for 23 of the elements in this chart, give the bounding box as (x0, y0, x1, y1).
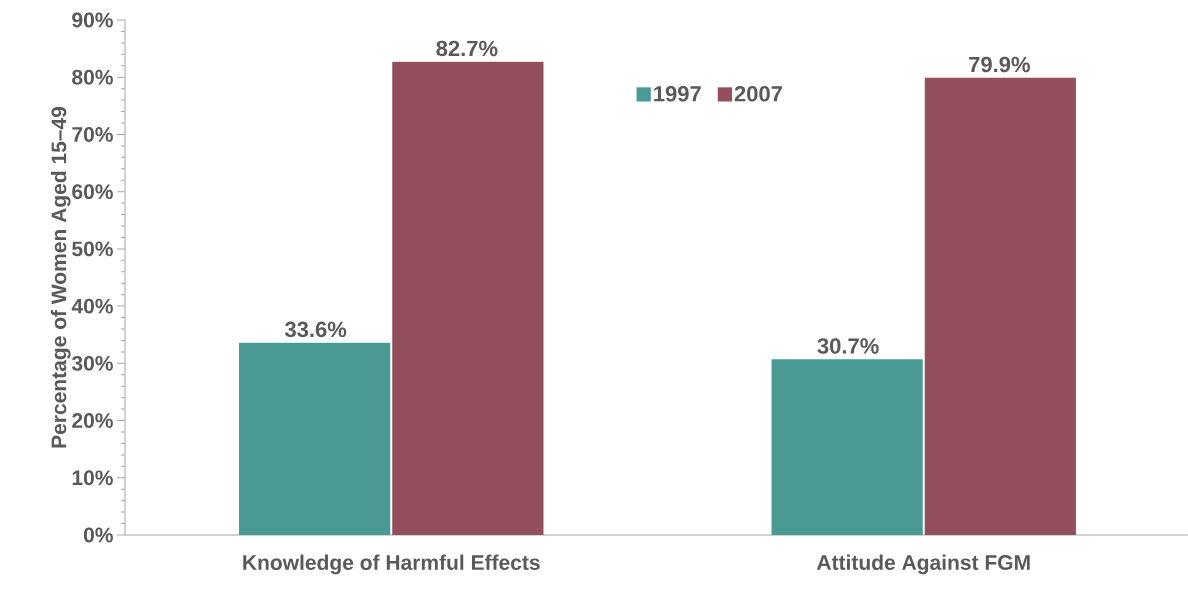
y-tick-label: 40% (71, 298, 113, 314)
x-tick-label: Knowledge of Harmful Effects (243, 554, 540, 575)
y-tick-label: 60% (72, 184, 113, 200)
y-tick-label: 30% (71, 355, 113, 371)
y-tick-label: 70% (72, 127, 113, 142)
y-tick-label: 10% (72, 470, 113, 486)
legend-label: 2007 (734, 85, 782, 102)
legend-label: 1997 (654, 85, 701, 102)
y-axis-title: Percentage of Women Aged 15–49 (50, 106, 71, 448)
data-label: 79.9% (969, 56, 1030, 73)
x-tick-label: Attitude Against FGM (816, 554, 1030, 575)
y-tick-label: 80% (72, 69, 113, 85)
data-label: 33.6% (284, 321, 347, 338)
bar (239, 342, 391, 535)
data-label: 30.7% (817, 338, 879, 354)
bar (392, 61, 544, 535)
y-tick-label: 0% (83, 527, 113, 543)
y-tick-label: 90% (72, 12, 113, 28)
bar (771, 359, 923, 535)
bar (924, 77, 1076, 535)
data-label: 82.7% (436, 40, 498, 57)
y-tick-label: 20% (72, 413, 113, 428)
y-tick-label: 50% (72, 241, 113, 257)
